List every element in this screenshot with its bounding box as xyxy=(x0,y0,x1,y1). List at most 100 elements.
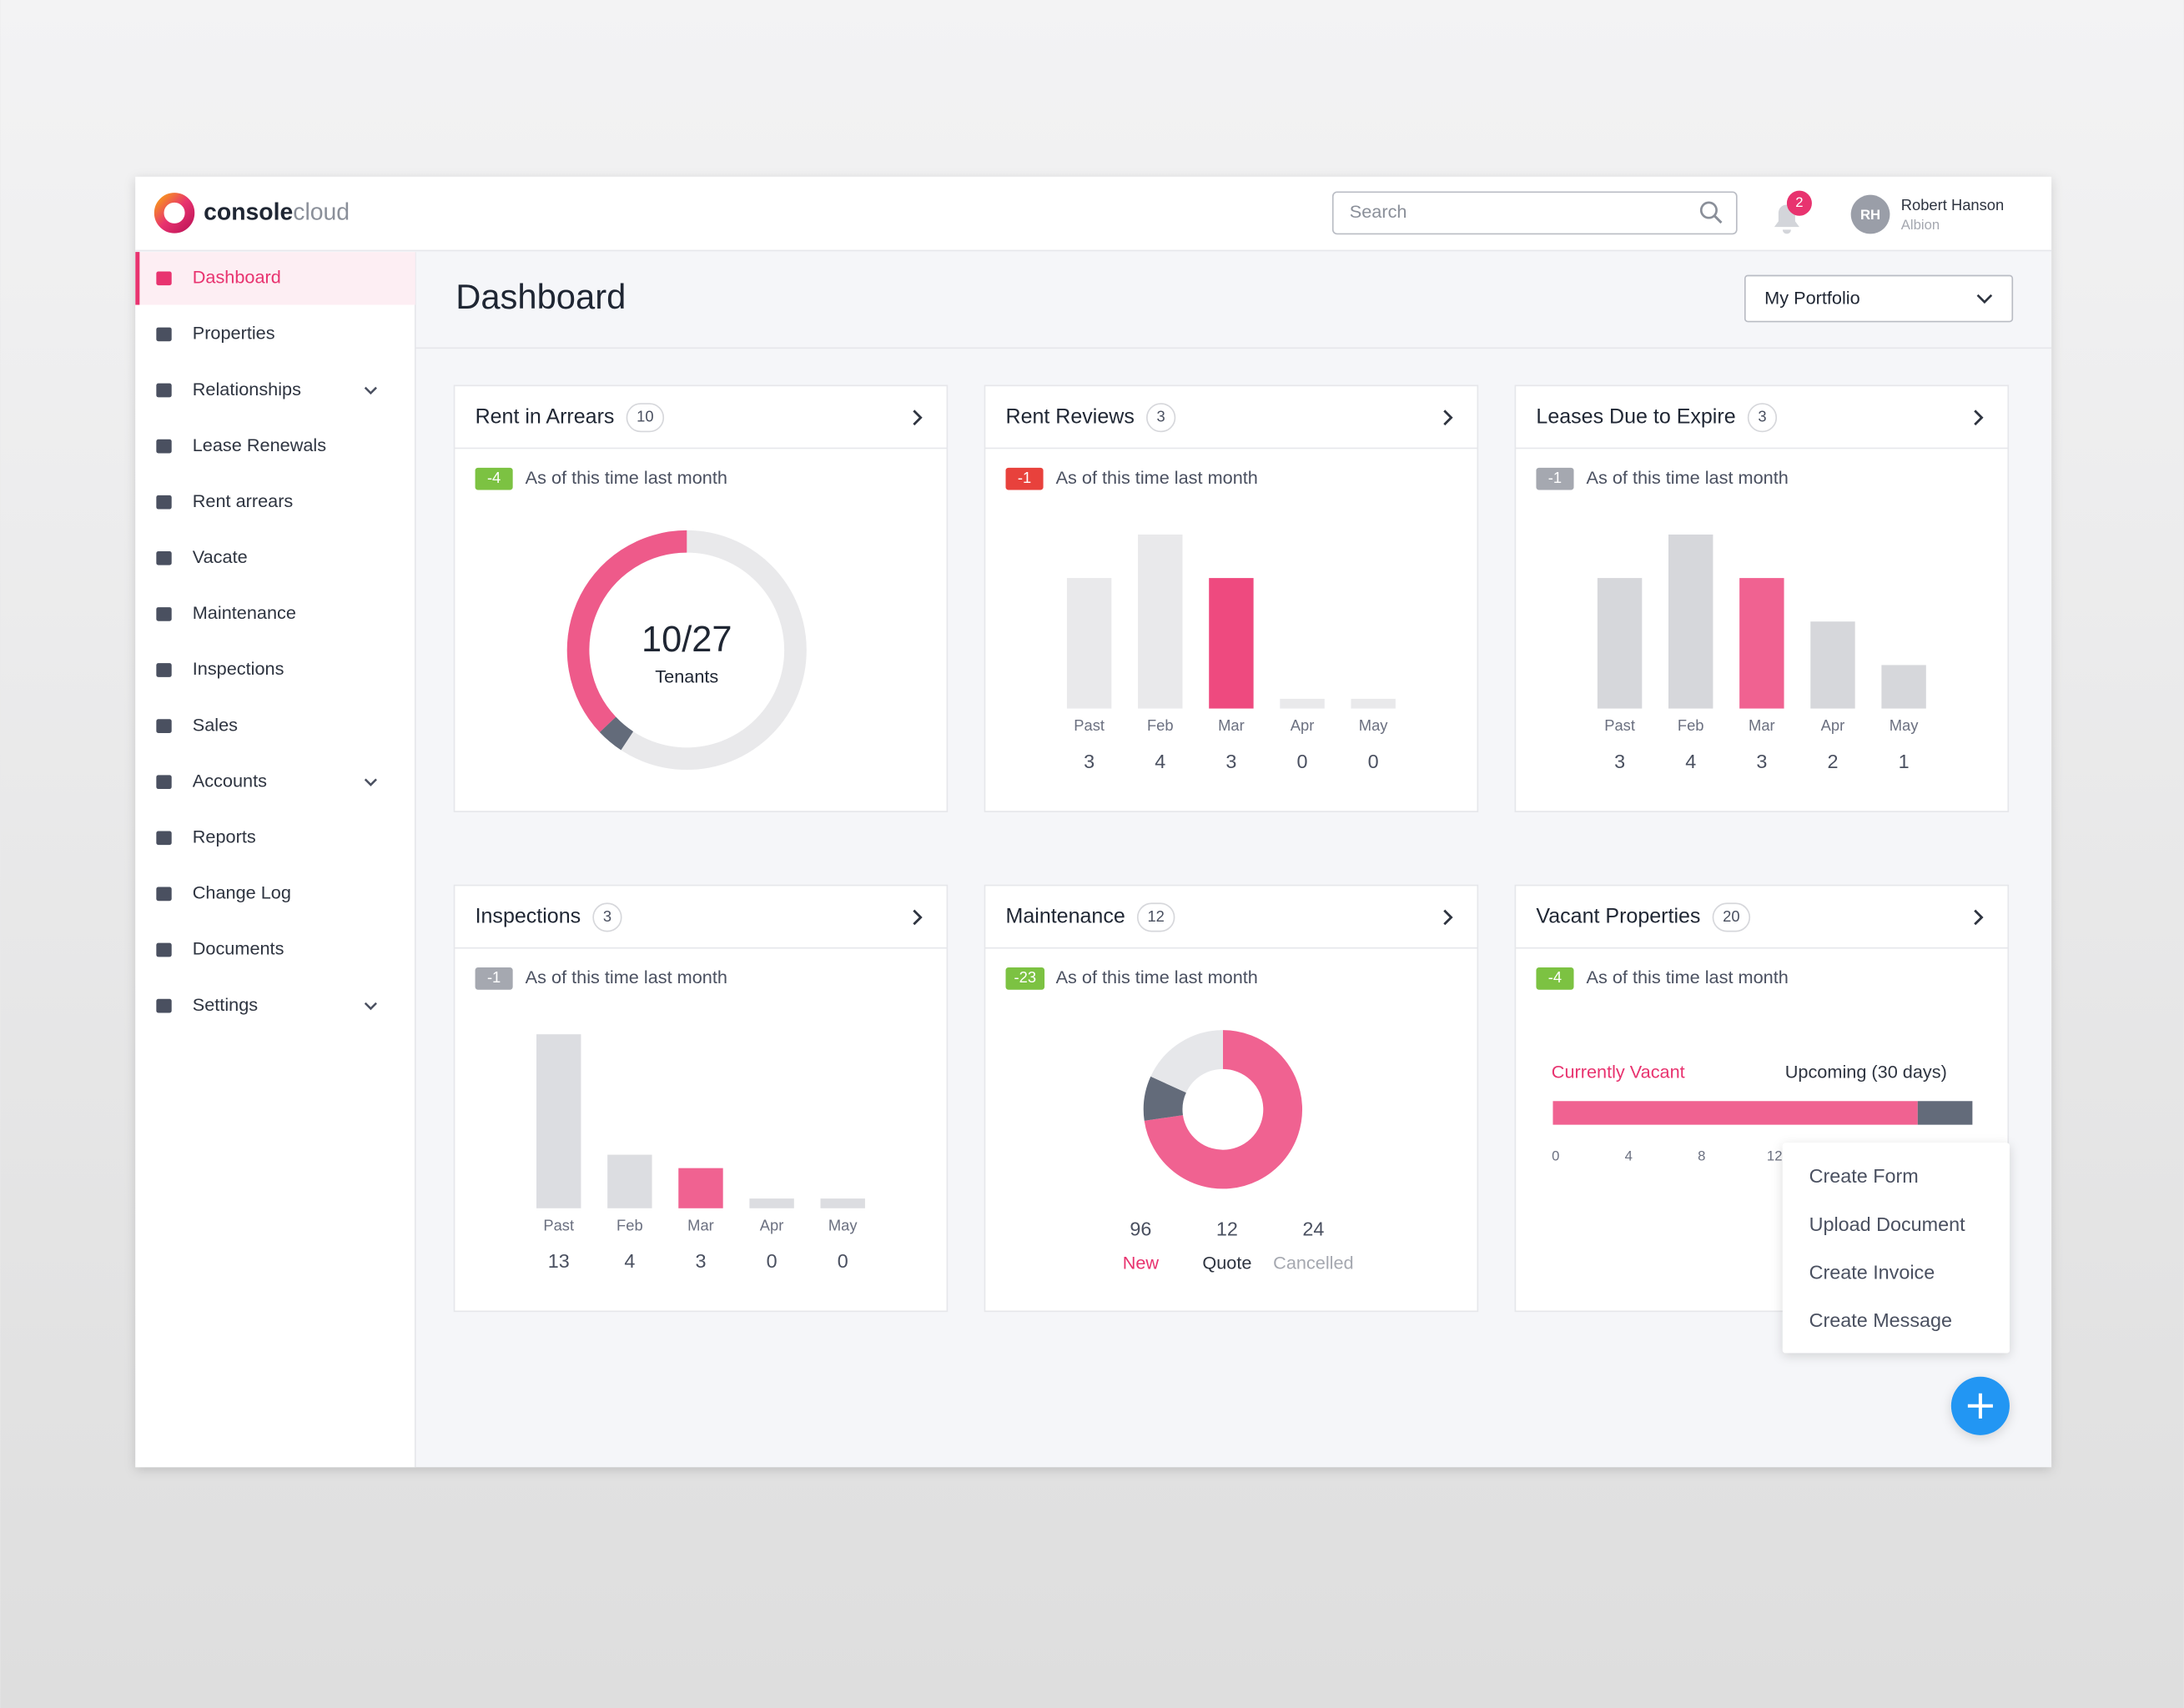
donut-value: 24 xyxy=(1302,1218,1324,1240)
menu-item[interactable]: Upload Document xyxy=(1809,1213,1965,1235)
change-note: As of this time last month xyxy=(526,967,727,987)
card-bg xyxy=(984,884,1479,1313)
bar-value: 3 xyxy=(1225,751,1236,772)
nav-icon xyxy=(156,719,172,733)
x-tick-label: 0 xyxy=(1552,1148,1559,1163)
bar-value: 3 xyxy=(1084,751,1095,772)
nav-item[interactable]: Dashboard xyxy=(135,252,415,305)
card-title: Rent Reviews xyxy=(1006,404,1135,428)
card-count: 3 xyxy=(603,907,611,925)
card-chevron[interactable] xyxy=(913,909,923,926)
nav-item[interactable]: Rent arrears xyxy=(156,490,293,511)
menu-item[interactable]: Create Form xyxy=(1809,1165,1919,1187)
bar-value: 3 xyxy=(695,1250,706,1272)
nav-expand[interactable] xyxy=(364,778,377,786)
logo-mark xyxy=(153,193,195,234)
card-count: 20 xyxy=(1723,907,1739,925)
card-chevron[interactable] xyxy=(1443,409,1453,426)
nav-item[interactable]: Inspections xyxy=(156,658,284,679)
search-icon-handle xyxy=(1713,214,1723,224)
search-field[interactable] xyxy=(1331,191,1738,235)
change-badge xyxy=(1005,967,1045,990)
card: Maintenance 12 -23 As of this time last mon… xyxy=(984,884,1479,1313)
notification-badge xyxy=(1786,190,1812,216)
bar xyxy=(1209,578,1254,709)
portfolio-select[interactable]: My Portfolio xyxy=(1744,274,2014,323)
card-title: Vacant Properties xyxy=(1536,905,1700,928)
menu-item[interactable]: Create Invoice xyxy=(1809,1261,1935,1283)
card-chevron[interactable] xyxy=(1974,409,1984,426)
x-tick-label: 4 xyxy=(1625,1148,1633,1163)
change-value: -4 xyxy=(1548,968,1562,986)
nav-label: Rent arrears xyxy=(193,490,294,511)
nav-item[interactable]: Documents xyxy=(156,938,284,959)
count-pill xyxy=(1136,902,1175,932)
nav-item[interactable]: Reports xyxy=(156,826,256,847)
bar xyxy=(1739,578,1784,709)
nav-label: Properties xyxy=(193,323,275,344)
bar xyxy=(1881,665,1926,709)
nav-item[interactable]: Change Log xyxy=(156,882,291,903)
nav-item[interactable]: Settings xyxy=(156,994,377,1015)
bar-value: 4 xyxy=(624,1250,635,1272)
nav-item[interactable]: Accounts xyxy=(156,770,377,791)
bar-value: 0 xyxy=(767,1250,777,1272)
nav-icon xyxy=(156,831,172,846)
nav-item[interactable]: Maintenance xyxy=(156,602,296,623)
search-box[interactable]: Search xyxy=(1331,191,1738,235)
nav-active-bar xyxy=(135,252,140,305)
fab[interactable] xyxy=(1950,1376,2010,1435)
card-chevron[interactable] xyxy=(1974,909,1984,926)
nav-expand[interactable] xyxy=(364,386,377,395)
nav-item[interactable]: Relationships xyxy=(156,379,377,399)
notifications[interactable]: 2 xyxy=(1774,190,1812,234)
bar xyxy=(1066,578,1112,709)
stacked-segment xyxy=(1917,1101,1973,1125)
card: Rent in Arrears 10 -4 As of this time last … xyxy=(453,384,949,812)
bar xyxy=(820,1198,865,1208)
change-note: As of this time last month xyxy=(1056,467,1258,488)
card-title: Maintenance xyxy=(1006,905,1125,928)
search-placeholder: Search xyxy=(1350,201,1407,222)
nav-icon xyxy=(156,271,172,286)
change-badge xyxy=(475,467,513,490)
count-pill xyxy=(1747,403,1778,433)
bar-category: May xyxy=(1890,716,1920,734)
bar-value: 0 xyxy=(1297,751,1308,772)
sidebar xyxy=(135,252,415,1468)
change-badge xyxy=(1536,467,1574,490)
top-bar xyxy=(135,176,2052,251)
bar-category: Mar xyxy=(1218,716,1245,734)
nav-item[interactable]: Properties xyxy=(156,323,275,344)
nav-label: Change Log xyxy=(193,882,291,903)
nav-label: Lease Renewals xyxy=(193,435,327,455)
bar-category: Apr xyxy=(760,1216,784,1233)
card-title: Rent in Arrears xyxy=(476,404,615,428)
change-note: As of this time last month xyxy=(526,467,727,488)
count-pill xyxy=(1712,902,1751,932)
nav-label: Sales xyxy=(193,714,238,735)
card: Leases Due to Expire 3 -1 As of this time l… xyxy=(1514,384,2010,812)
menu-item[interactable]: Create Message xyxy=(1809,1309,1952,1331)
nav-icon xyxy=(156,942,172,957)
nav-item[interactable]: Lease Renewals xyxy=(156,435,326,455)
card-chevron[interactable] xyxy=(1443,909,1453,926)
portfolio-field[interactable] xyxy=(1744,274,2014,323)
user-name: Robert Hanson xyxy=(1901,196,2005,214)
nav-item[interactable]: Sales xyxy=(156,714,238,735)
nav-expand[interactable] xyxy=(364,1002,377,1011)
bar xyxy=(1668,534,1713,709)
nav-item[interactable]: Vacate xyxy=(156,546,248,567)
avatar[interactable] xyxy=(1850,194,1890,234)
bar-category: May xyxy=(1359,716,1389,734)
nav-icon xyxy=(156,887,172,902)
bar-value: 4 xyxy=(1155,751,1165,772)
change-badge xyxy=(475,967,513,990)
card-chevron[interactable] xyxy=(913,409,923,426)
nav-label: Inspections xyxy=(193,658,284,679)
nav-icon xyxy=(156,383,172,398)
card: Inspections 3 -1 As of this time last month… xyxy=(453,884,949,1313)
change-badge xyxy=(1536,967,1574,990)
select-arrow xyxy=(1976,294,1993,304)
